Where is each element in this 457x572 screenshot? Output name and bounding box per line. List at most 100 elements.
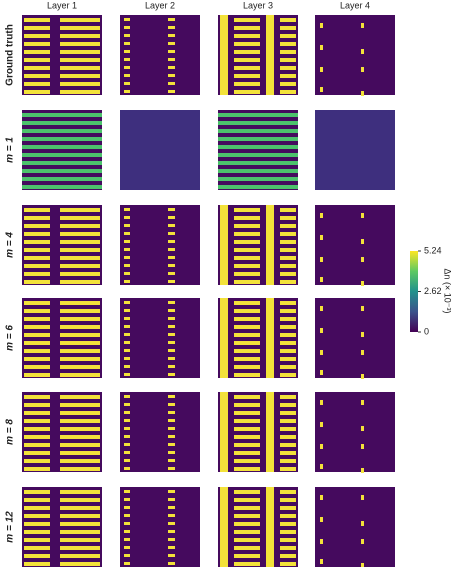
pattern <box>361 521 364 526</box>
pattern <box>280 272 296 276</box>
panel <box>120 205 200 285</box>
pattern <box>320 422 323 427</box>
row-label: m = 1 <box>5 137 16 163</box>
pattern <box>22 113 102 117</box>
pattern <box>24 90 50 94</box>
pattern <box>168 435 175 438</box>
pattern <box>60 427 100 431</box>
pattern <box>124 224 130 227</box>
pattern <box>234 309 260 313</box>
pattern <box>168 538 175 541</box>
pattern <box>320 87 323 92</box>
pattern <box>60 514 100 518</box>
panel <box>315 110 395 190</box>
panel <box>22 205 102 285</box>
pattern <box>234 232 260 236</box>
pattern <box>361 332 364 337</box>
pattern <box>24 554 50 558</box>
pattern <box>24 42 50 46</box>
pattern <box>280 34 296 38</box>
pattern <box>124 82 130 85</box>
pattern <box>60 562 100 566</box>
pattern <box>124 66 130 69</box>
pattern <box>280 349 296 353</box>
pattern <box>280 451 296 455</box>
pattern <box>22 177 102 181</box>
pattern <box>168 451 175 454</box>
pattern <box>24 256 50 260</box>
pattern <box>361 495 364 500</box>
pattern <box>60 232 100 236</box>
pattern <box>60 50 100 54</box>
pattern <box>320 350 323 355</box>
pattern <box>168 498 175 501</box>
pattern <box>24 459 50 463</box>
pattern <box>24 333 50 337</box>
pattern <box>168 232 175 235</box>
pattern <box>168 333 175 336</box>
pattern <box>280 546 296 550</box>
pattern <box>234 341 260 345</box>
pattern <box>60 451 100 455</box>
panel-bg <box>120 392 200 472</box>
pattern <box>361 281 364 286</box>
pattern <box>124 256 130 259</box>
pattern <box>168 248 175 251</box>
pattern <box>168 530 175 533</box>
pattern <box>124 365 130 368</box>
pattern <box>361 444 364 449</box>
panel-bg <box>120 15 200 95</box>
pattern <box>124 248 130 251</box>
pattern <box>218 137 298 141</box>
pattern <box>124 272 130 275</box>
pattern <box>234 349 260 353</box>
pattern <box>280 309 296 313</box>
pattern <box>60 365 100 369</box>
pattern <box>124 216 130 219</box>
pattern <box>361 350 364 355</box>
row-label: m = 4 <box>5 232 16 258</box>
pattern <box>124 506 130 509</box>
pattern <box>24 451 50 455</box>
colorbar-tick-label: 0 <box>424 326 429 336</box>
panel <box>120 110 200 190</box>
pattern <box>60 216 100 220</box>
row-label: Ground truth <box>5 24 16 86</box>
pattern <box>218 185 298 189</box>
pattern <box>168 309 175 312</box>
pattern <box>60 546 100 550</box>
pattern <box>60 357 100 361</box>
pattern <box>24 216 50 220</box>
panel <box>22 298 102 378</box>
pattern <box>124 325 130 328</box>
pattern <box>234 554 260 558</box>
pattern <box>280 208 296 212</box>
pattern <box>124 26 130 29</box>
pattern <box>124 349 130 352</box>
pattern <box>168 365 175 368</box>
pattern <box>280 18 296 22</box>
pattern <box>24 264 50 268</box>
pattern <box>24 395 50 399</box>
pattern <box>124 90 130 93</box>
pattern <box>60 373 100 377</box>
pattern <box>60 82 100 86</box>
pattern <box>234 34 260 38</box>
pattern <box>22 137 102 141</box>
panel <box>120 487 200 567</box>
pattern <box>24 341 50 345</box>
pattern <box>24 280 50 284</box>
column-header: Layer 1 <box>47 0 77 10</box>
pattern <box>24 34 50 38</box>
pattern <box>280 264 296 268</box>
pattern <box>168 90 175 93</box>
pattern <box>361 539 364 544</box>
pattern <box>60 506 100 510</box>
pattern <box>22 145 102 149</box>
pattern <box>22 169 102 173</box>
pattern <box>124 208 130 211</box>
pattern <box>280 467 296 471</box>
pattern <box>60 280 100 284</box>
pattern <box>168 403 175 406</box>
